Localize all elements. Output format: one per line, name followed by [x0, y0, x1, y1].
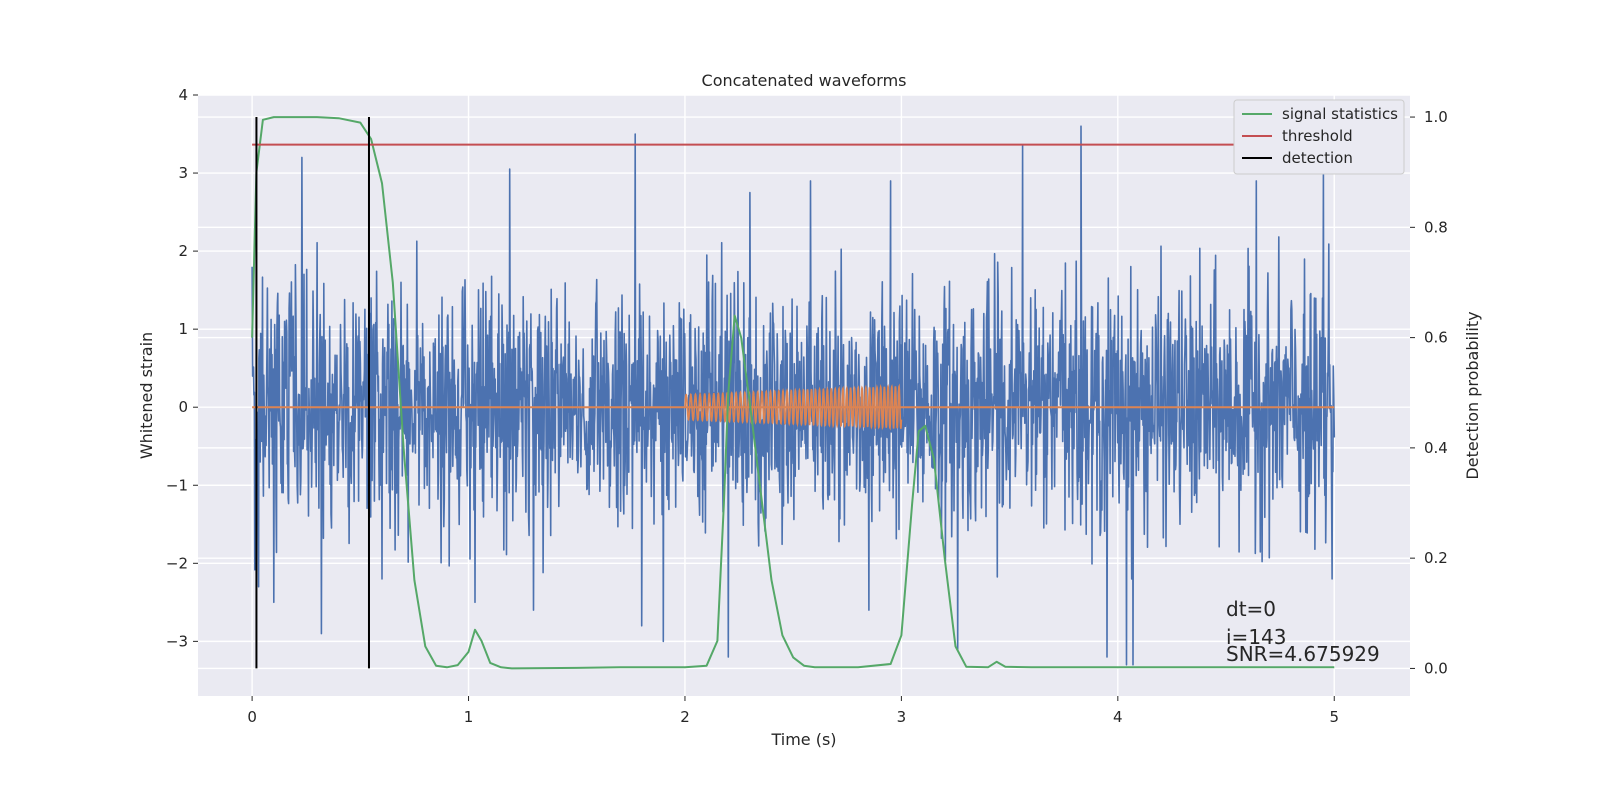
- legend-label: detection: [1282, 149, 1353, 167]
- x-tick-label: 5: [1329, 708, 1339, 726]
- annotation-text: i=143: [1226, 625, 1287, 649]
- annotation-text: SNR=4.675929: [1226, 642, 1380, 666]
- y-tick-label: −2: [166, 554, 188, 572]
- y-tick-label: 3: [178, 164, 188, 182]
- x-tick-label: 3: [897, 708, 907, 726]
- ticks: 0 1 2 3 4 5 −3 −2 −1 0 1 2 3 4 0.0 0.2 0.4 0.6 0.8 1.0: [166, 86, 1448, 726]
- y-tick-label: 0: [178, 398, 188, 416]
- y2-tick-label: 1.0: [1424, 108, 1448, 126]
- y2-axis-label: Detection probability: [1463, 311, 1482, 479]
- x-tick-label: 0: [247, 708, 257, 726]
- y2-tick-label: 0.4: [1424, 439, 1448, 457]
- y2-tick-label: 0.6: [1424, 329, 1448, 347]
- chart-title: Concatenated waveforms: [702, 71, 907, 90]
- chirp-line: [684, 383, 903, 431]
- y-tick-label: 4: [178, 86, 188, 104]
- y2-tick-label: 0.8: [1424, 218, 1448, 236]
- legend-box: [1233, 99, 1405, 175]
- y-tick-label: 2: [178, 242, 188, 260]
- noise-series: [251, 125, 1336, 666]
- x-tick-label: 1: [464, 708, 474, 726]
- legend-label: signal statistics: [1282, 105, 1398, 123]
- legend-label: threshold: [1282, 127, 1353, 145]
- y2-tick-label: 0.2: [1424, 549, 1448, 567]
- y-tick-label: −1: [166, 476, 188, 494]
- x-axis-label: Time (s): [770, 730, 836, 749]
- legend: signal statistics threshold detection: [1233, 99, 1405, 175]
- right-axis-series: [251, 116, 1346, 670]
- noise-line: [251, 125, 1336, 666]
- y-axis-label: Whitened strain: [137, 332, 156, 459]
- y-tick-label: 1: [178, 320, 188, 338]
- x-tick-label: 4: [1113, 708, 1123, 726]
- y-tick-label: −3: [166, 632, 188, 650]
- chirp-series: [252, 383, 1335, 431]
- annotation-text: dt=0: [1226, 597, 1276, 621]
- signal-statistics-line: [251, 116, 1335, 670]
- y2-tick-label: 0.0: [1424, 659, 1448, 677]
- x-tick-label: 2: [680, 708, 690, 726]
